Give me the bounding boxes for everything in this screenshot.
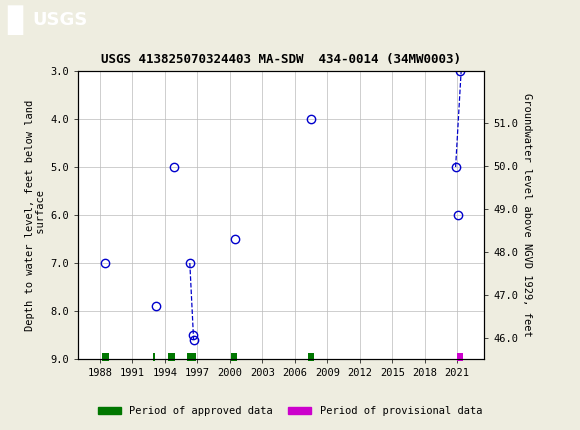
Y-axis label: Depth to water level, feet below land
 surface: Depth to water level, feet below land su… <box>25 99 46 331</box>
Y-axis label: Groundwater level above NGVD 1929, feet: Groundwater level above NGVD 1929, feet <box>523 93 532 337</box>
Legend: Period of approved data, Period of provisional data: Period of approved data, Period of provi… <box>93 402 487 421</box>
Text: USGS: USGS <box>32 12 87 29</box>
Text: █: █ <box>7 6 22 35</box>
Title: USGS 413825070324403 MA-SDW  434-0014 (34MW0003): USGS 413825070324403 MA-SDW 434-0014 (34… <box>102 52 461 66</box>
